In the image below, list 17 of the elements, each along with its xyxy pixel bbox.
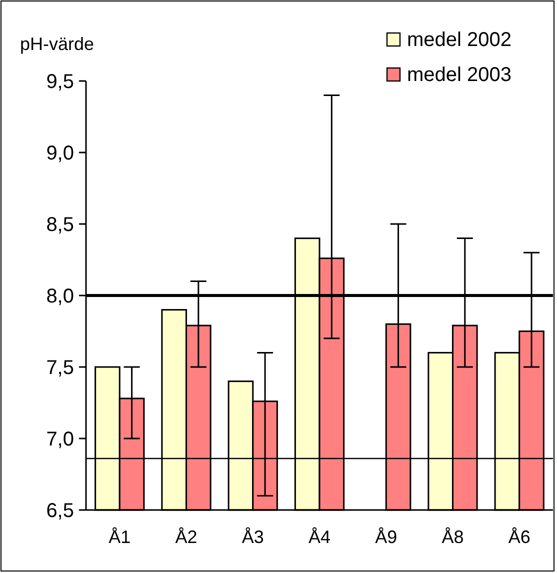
x-tick-label: Å6 (508, 527, 530, 547)
legend-label: medel 2003 (407, 64, 512, 86)
y-tick-label: 8,5 (46, 214, 74, 236)
y-tick-label: 6,5 (46, 500, 74, 522)
y-axis-title: pH-värde (20, 34, 94, 54)
y-tick-label: 9,5 (46, 71, 74, 93)
x-tick-label: Å3 (242, 527, 264, 547)
y-tick-label: 8,0 (46, 286, 74, 308)
x-tick-label: Å8 (442, 527, 464, 547)
x-tick-label: Å1 (108, 527, 131, 547)
y-tick-label: 9,0 (46, 142, 74, 164)
legend-label: medel 2002 (407, 29, 512, 51)
y-tick-label: 7,0 (46, 428, 74, 450)
x-tick-label: Å9 (375, 527, 398, 547)
y-tick-label: 7,5 (46, 357, 74, 379)
x-tick-label: Å4 (308, 527, 331, 547)
x-tick-label: Å2 (175, 527, 198, 547)
